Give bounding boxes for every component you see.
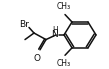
Text: O: O xyxy=(33,54,41,63)
Text: Br: Br xyxy=(19,20,29,29)
Text: CH₃: CH₃ xyxy=(57,2,71,11)
Text: H: H xyxy=(52,26,58,35)
Text: N: N xyxy=(51,30,58,39)
Text: CH₃: CH₃ xyxy=(57,59,71,68)
